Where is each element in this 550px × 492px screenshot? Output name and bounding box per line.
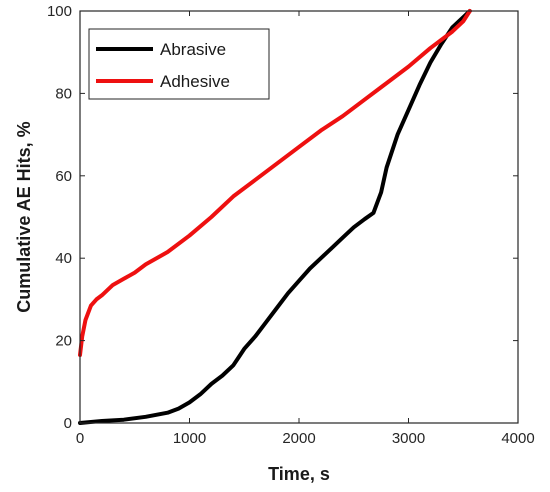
x-tick-label: 0 [76, 430, 84, 447]
x-tick-label: 2000 [282, 430, 315, 447]
y-axis-label: Cumulative AE Hits, % [14, 121, 34, 312]
series-line-adhesive [78, 9, 472, 358]
series-layer [78, 9, 472, 425]
x-tick-label: 3000 [392, 430, 425, 447]
legend-label-adhesive: Adhesive [160, 72, 230, 91]
x-tick-label: 4000 [501, 430, 534, 447]
x-axis-label: Time, s [268, 464, 330, 484]
series-line-abrasive [78, 9, 472, 425]
legend-label-abrasive: Abrasive [160, 40, 226, 59]
y-tick-label: 80 [55, 85, 72, 102]
legend-box [88, 28, 270, 100]
legend: Abrasive Adhesive [88, 28, 270, 100]
y-tick-label: 60 [55, 168, 72, 185]
y-tick-label: 40 [55, 250, 72, 267]
y-tick-label: 100 [47, 3, 72, 20]
x-tick-label: 1000 [173, 430, 206, 447]
y-tick-label: 0 [64, 415, 72, 432]
y-tick-label: 20 [55, 333, 72, 350]
tick-layer: 0 1000 2000 3000 4000 0 20 40 60 80 100 [47, 3, 535, 447]
